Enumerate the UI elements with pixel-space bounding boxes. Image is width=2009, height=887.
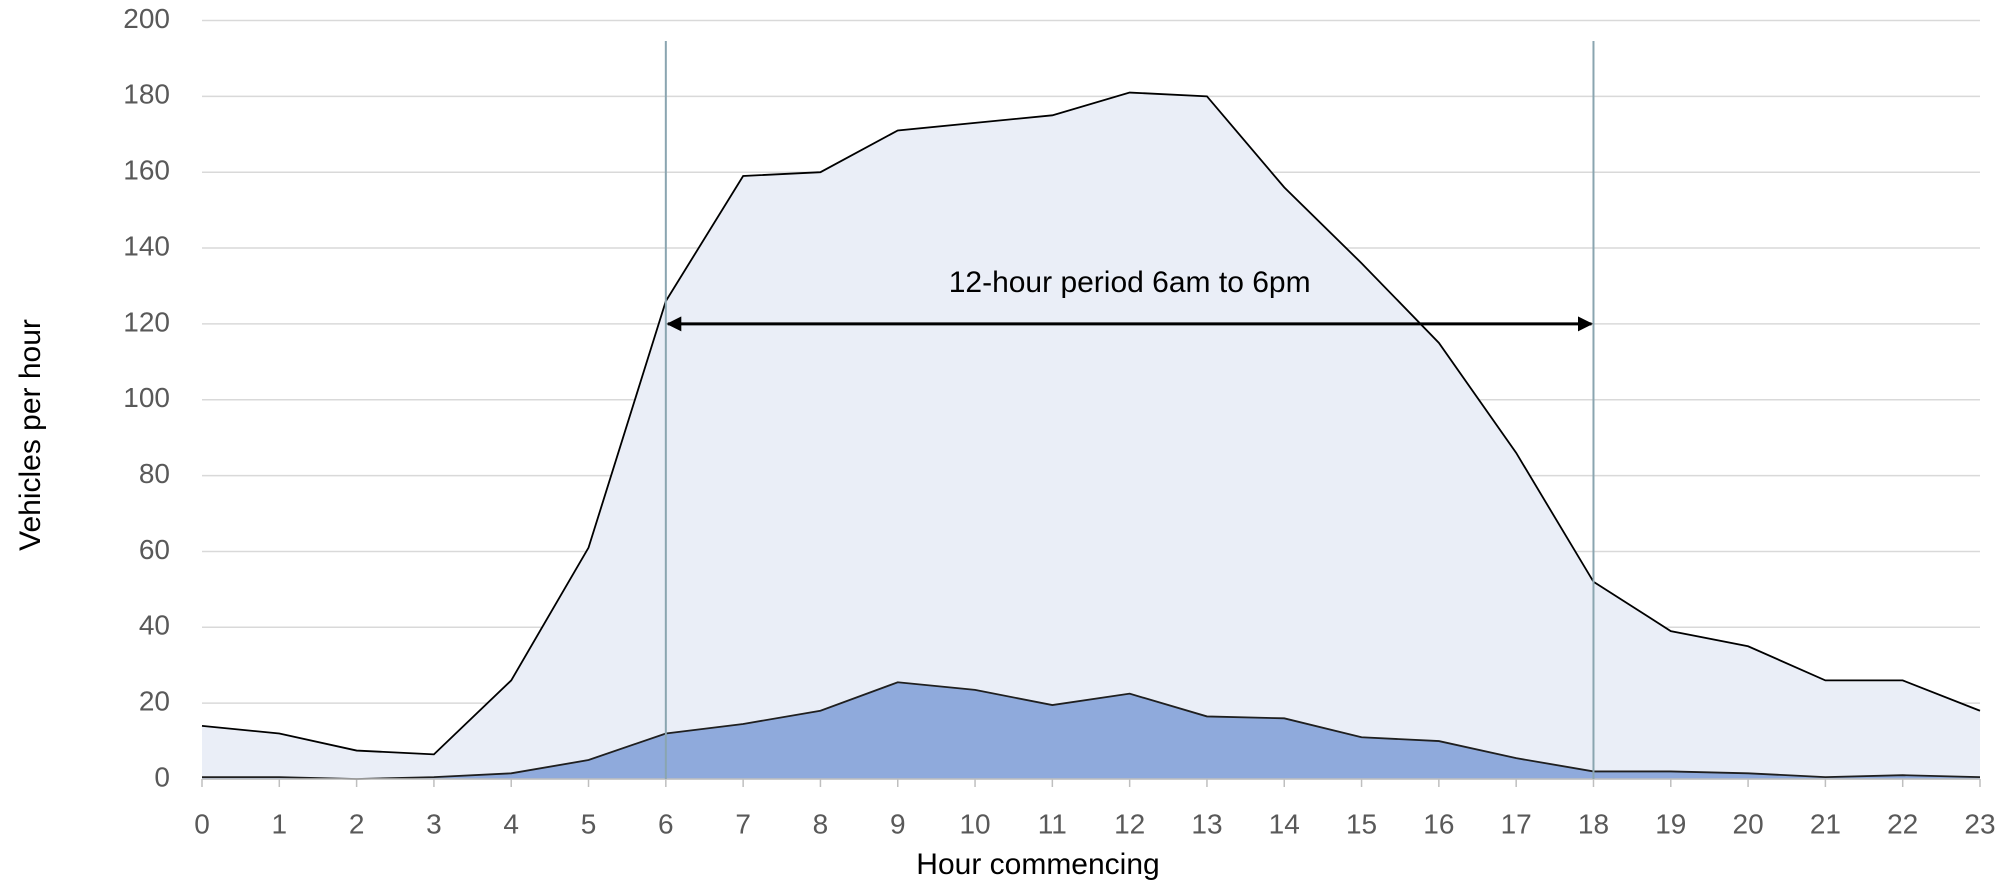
area-line — [201, 91, 1981, 756]
y-axis-title: Vehicles per hour — [14, 319, 47, 551]
x-tick-label: 16 — [1423, 808, 1454, 839]
x-tick-label: 6 — [658, 808, 674, 839]
x-tick-label: 2 — [349, 808, 365, 839]
y-tick-label: 120 — [123, 306, 170, 337]
y-tick-label: 40 — [139, 610, 170, 641]
y-tick-label: 20 — [139, 686, 170, 717]
y-tick-label: 60 — [139, 534, 170, 565]
x-tick-label: 13 — [1191, 808, 1222, 839]
x-tick-label: 21 — [1810, 808, 1841, 839]
x-tick-label: 9 — [890, 808, 906, 839]
y-tick-label: 160 — [123, 155, 170, 186]
x-tick-label: 20 — [1733, 808, 1764, 839]
x-tick-label: 11 — [1038, 808, 1067, 839]
area-line — [202, 681, 1981, 780]
x-tick-label: 1 — [272, 808, 288, 839]
x-tick-label: 23 — [1964, 808, 1995, 839]
x-tick-label: 14 — [1269, 808, 1300, 839]
annotation-text: 12-hour period 6am to 6pm — [949, 266, 1311, 299]
y-tick-label: 180 — [123, 79, 170, 110]
x-tick-label: 10 — [959, 808, 990, 839]
x-axis-title: Hour commencing — [916, 848, 1159, 881]
area-fill — [202, 682, 1980, 779]
y-tick-label: 100 — [123, 382, 170, 413]
y-tick-label: 0 — [154, 761, 170, 792]
y-tick-label: 200 — [123, 3, 170, 34]
x-tick-label: 5 — [581, 808, 597, 839]
x-tick-label: 17 — [1501, 808, 1532, 839]
y-tick-label: 80 — [139, 458, 170, 489]
x-tick-label: 12 — [1114, 808, 1145, 839]
x-tick-label: 3 — [426, 808, 442, 839]
x-tick-label: 22 — [1887, 808, 1918, 839]
x-tick-label: 19 — [1655, 808, 1686, 839]
area-fill — [202, 92, 1980, 780]
x-tick-label: 8 — [813, 808, 829, 839]
x-tick-label: 7 — [735, 808, 751, 839]
x-tick-label: 15 — [1346, 808, 1377, 839]
x-tick-label: 0 — [194, 808, 210, 839]
y-tick-label: 140 — [123, 230, 170, 261]
x-tick-label: 18 — [1578, 808, 1609, 839]
x-tick-label: 4 — [503, 808, 519, 839]
